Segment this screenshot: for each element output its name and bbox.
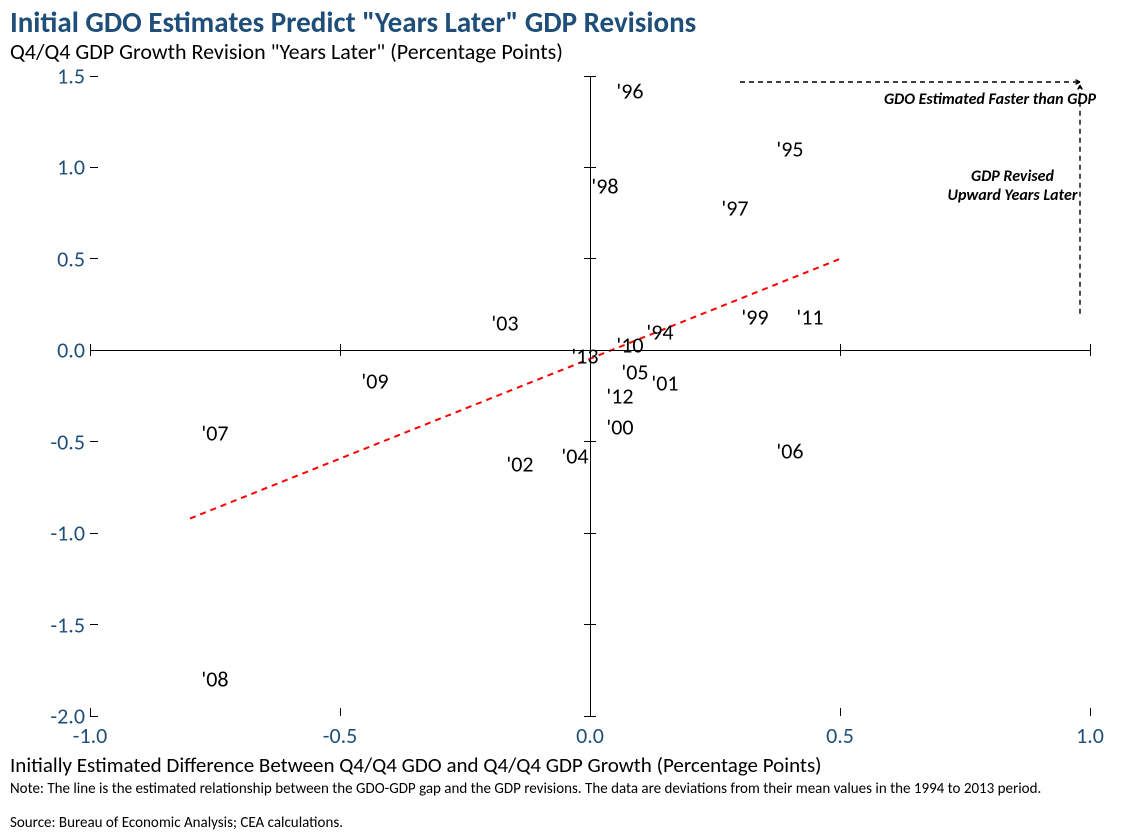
y-tick-label: 0.5 — [15, 245, 85, 272]
y-tick-label: -1.5 — [15, 611, 85, 638]
data-point-label: '02 — [506, 450, 533, 477]
y-tick-mark-left — [90, 716, 98, 717]
y-tick-mark — [584, 624, 596, 625]
data-point-label: '08 — [201, 666, 228, 693]
y-tick-label: 1.5 — [15, 63, 85, 90]
x-tick-mark-bottom — [340, 708, 341, 716]
y-tick-mark-left — [90, 167, 98, 168]
data-point-label: '98 — [591, 172, 618, 199]
x-tick-label: -1.0 — [73, 722, 108, 749]
y-tick-mark-left — [90, 441, 98, 442]
x-tick-mark — [90, 344, 91, 356]
y-tick-mark-left — [90, 350, 98, 351]
x-tick-label: 0.5 — [826, 722, 854, 749]
y-tick-mark — [584, 533, 596, 534]
x-tick-label: 1.0 — [1076, 722, 1104, 749]
data-point-label: '01 — [651, 370, 678, 397]
data-point-label: '97 — [721, 194, 748, 221]
x-tick-mark — [340, 344, 341, 356]
data-point-label: '99 — [741, 304, 768, 331]
y-tick-label: 1.0 — [15, 154, 85, 181]
x-tick-mark — [840, 344, 841, 356]
x-tick-label: 0.0 — [576, 722, 604, 749]
x-tick-mark-bottom — [590, 708, 591, 716]
x-tick-mark — [1090, 344, 1091, 356]
y-tick-label: -1.0 — [15, 520, 85, 547]
chart-source: Source: Bureau of Economic Analysis; CEA… — [10, 814, 1125, 833]
chart-note: Note: The line is the estimated relation… — [10, 780, 1125, 799]
y-tick-mark-left — [90, 533, 98, 534]
annotation-gdo-faster: GDO Estimated Faster than GDP — [840, 90, 1135, 109]
y-tick-label: -0.5 — [15, 428, 85, 455]
y-tick-mark — [584, 258, 596, 259]
x-axis-label: Initially Estimated Difference Between Q… — [10, 752, 1125, 778]
data-point-label: '96 — [616, 77, 643, 104]
arrow-right — [740, 78, 1080, 86]
data-point-label: '11 — [796, 304, 823, 331]
data-point-label: '94 — [646, 319, 673, 346]
y-tick-mark — [584, 76, 596, 77]
data-point-label: '09 — [361, 368, 388, 395]
data-point-label: '06 — [776, 437, 803, 464]
y-tick-label: 0.0 — [15, 337, 85, 364]
data-point-label: '12 — [606, 383, 633, 410]
data-point-label: '04 — [561, 443, 588, 470]
y-tick-mark-left — [90, 76, 98, 77]
y-zero-axis — [590, 76, 591, 716]
x-tick-mark-bottom — [1090, 708, 1091, 716]
annotation-gdp-revised-up: GDP Revised Upward Years Later — [948, 167, 1078, 205]
y-tick-mark-left — [90, 258, 98, 259]
data-point-label: '07 — [201, 419, 228, 446]
data-point-label: '95 — [776, 136, 803, 163]
data-point-label: '10 — [616, 331, 643, 358]
regression-trendline — [190, 259, 840, 519]
y-tick-mark — [584, 167, 596, 168]
data-point-label: '03 — [491, 309, 518, 336]
data-point-label: '13 — [571, 342, 598, 369]
x-tick-mark-bottom — [840, 708, 841, 716]
x-tick-label: -0.5 — [323, 722, 358, 749]
chart-title: Initial GDO Estimates Predict "Years Lat… — [10, 4, 1125, 40]
chart-subtitle: Q4/Q4 GDP Growth Revision "Years Later" … — [10, 38, 563, 65]
data-point-label: '00 — [606, 414, 633, 441]
y-tick-mark-left — [90, 624, 98, 625]
scatter-plot-area: 1.51.00.50.0-0.5-1.0-1.5-2.0-1.0-0.50.00… — [90, 76, 1090, 716]
x-tick-mark-bottom — [90, 708, 91, 716]
